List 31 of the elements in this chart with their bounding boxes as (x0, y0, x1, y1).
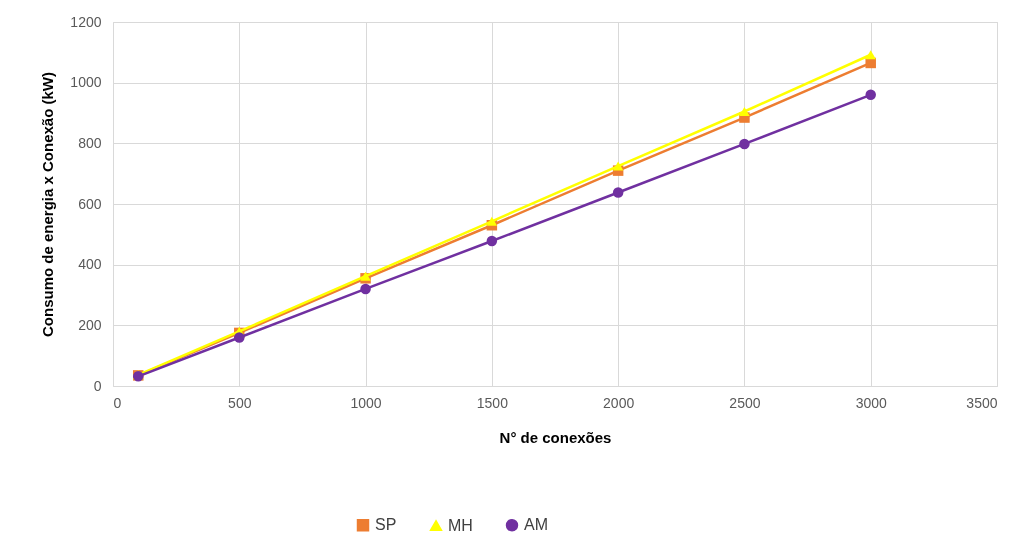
x-tick-label: 0 (113, 394, 122, 411)
point (865, 57, 876, 69)
y-tick-label: 200 (78, 316, 102, 333)
x-tick-label: 2500 (729, 394, 761, 411)
y-tick-label: 1000 (70, 74, 102, 91)
point (865, 89, 876, 101)
y-tick-label: 600 (78, 195, 102, 212)
y-tick-label: 1200 (70, 13, 102, 30)
y-tick-label: 400 (78, 256, 102, 273)
legend-label: AM (524, 516, 548, 534)
point (486, 235, 498, 247)
point (360, 283, 371, 295)
point (612, 187, 624, 198)
point (865, 50, 876, 60)
y-tick-label: 800 (78, 134, 102, 151)
x-tick-label: 3500 (966, 394, 998, 411)
point (234, 332, 245, 343)
point (739, 106, 750, 117)
y-tick-label: 0 (93, 377, 102, 394)
x-tick-label: 500 (228, 394, 252, 411)
legend-label: MH (448, 516, 473, 534)
point (486, 216, 498, 226)
x-tick-label: 2000 (603, 394, 635, 411)
x-tick-label: 1500 (476, 394, 509, 411)
x-tick-label: 1000 (350, 394, 382, 411)
x-tick-label: 3000 (855, 394, 887, 411)
y-axis-title: Consumo de energia x Conexão (kW) (39, 71, 57, 338)
legend-label: SP (375, 516, 397, 534)
point (612, 161, 624, 171)
x-axis-title: N° de conexões (499, 428, 612, 446)
point (739, 138, 750, 150)
